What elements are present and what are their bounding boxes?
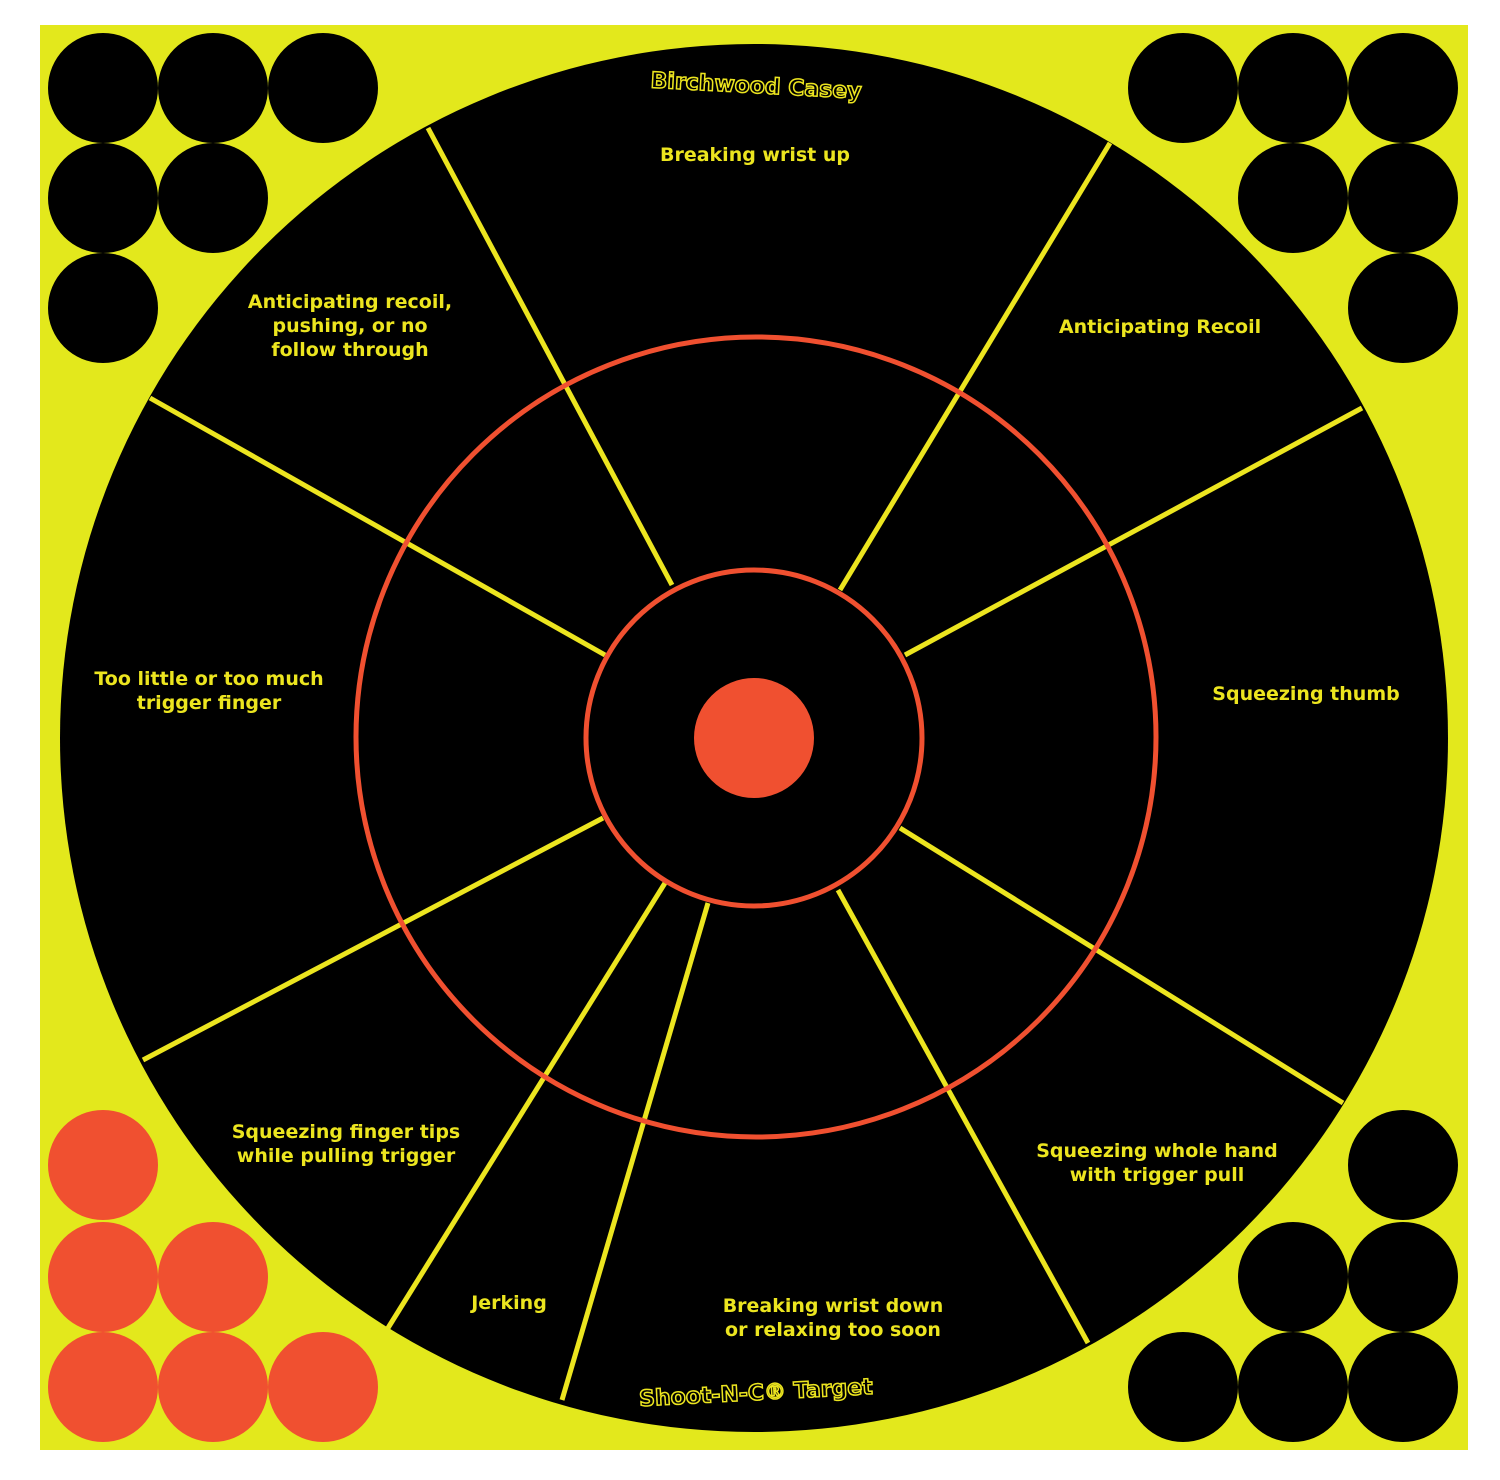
paster-dot <box>1348 253 1458 363</box>
spoke-line <box>148 395 607 658</box>
paster-dot <box>1348 1332 1458 1442</box>
label-line: Breaking wrist up <box>660 144 850 166</box>
spoke-line <box>898 825 1345 1106</box>
diagnostic-label: Squeezing whole hand with trigger pull <box>1036 1140 1278 1186</box>
paster-dot <box>1128 33 1238 143</box>
label-line: Anticipating recoil, <box>248 291 452 313</box>
spoke-line <box>385 881 668 1330</box>
paster-dot <box>1128 1332 1238 1442</box>
paster-dot <box>48 33 158 143</box>
paster-dot <box>48 1110 158 1220</box>
diagnostic-label: Breaking wrist down or relaxing too soon <box>723 1295 944 1341</box>
paster-dot <box>1238 33 1348 143</box>
paster-dot <box>158 1332 268 1442</box>
label-line: follow through <box>271 339 428 361</box>
paster-dot <box>158 143 268 253</box>
label-line: Squeezing whole hand <box>1036 1140 1278 1162</box>
label-line: Too little or too much <box>94 668 323 690</box>
paster-dot <box>1348 143 1458 253</box>
label-line: Squeezing thumb <box>1212 683 1399 705</box>
spoke-lines <box>141 126 1364 1401</box>
paster-dot <box>158 33 268 143</box>
diagnostic-labels: Breaking wrist up Anticipating Recoil Sque… <box>94 144 1399 1341</box>
paster-dot <box>48 253 158 363</box>
spoke-line <box>141 815 605 1063</box>
label-line: pushing, or no <box>272 315 427 337</box>
paster-dot <box>1238 1222 1348 1332</box>
label-line: trigger finger <box>137 692 282 714</box>
paster-dot <box>1238 143 1348 253</box>
diagnostic-label: Squeezing thumb <box>1212 683 1399 705</box>
diagnostic-label: Anticipating recoil, pushing, or no follow… <box>248 291 452 361</box>
label-line: Breaking wrist down <box>723 1295 944 1317</box>
label-line: Squeezing finger tips <box>232 1121 460 1143</box>
spoke-line <box>837 141 1113 592</box>
diagnostic-label: Too little or too much trigger finger <box>94 668 323 714</box>
paster-dot <box>1348 1110 1458 1220</box>
label-line: while pulling trigger <box>237 1145 456 1167</box>
paster-dot <box>1348 1222 1458 1332</box>
label-line: with trigger pull <box>1070 1164 1244 1186</box>
label-line: Anticipating Recoil <box>1059 316 1261 338</box>
paster-dot <box>268 1332 378 1442</box>
paster-dot <box>1238 1332 1348 1442</box>
spoke-line <box>425 126 675 587</box>
spoke-line <box>835 888 1091 1345</box>
paster-dot <box>48 143 158 253</box>
diagnostic-label: Jerking <box>469 1292 547 1314</box>
diagnostic-label: Anticipating Recoil <box>1059 316 1261 338</box>
paster-dots <box>48 33 1458 1442</box>
label-line: or relaxing too soon <box>725 1319 941 1341</box>
spoke-line <box>559 902 711 1401</box>
diagnostic-label: Breaking wrist up <box>660 144 850 166</box>
label-line: Jerking <box>469 1292 547 1314</box>
paster-dot <box>158 1222 268 1332</box>
outer-red-ring <box>353 334 1159 1140</box>
paster-dot <box>48 1222 158 1332</box>
spoke-line <box>903 405 1364 658</box>
paster-dot <box>48 1332 158 1442</box>
paster-dot <box>268 33 378 143</box>
bullseye <box>694 678 814 798</box>
paster-dot <box>1348 33 1458 143</box>
diagnostic-label: Squeezing finger tips while pulling trigg… <box>232 1121 460 1167</box>
